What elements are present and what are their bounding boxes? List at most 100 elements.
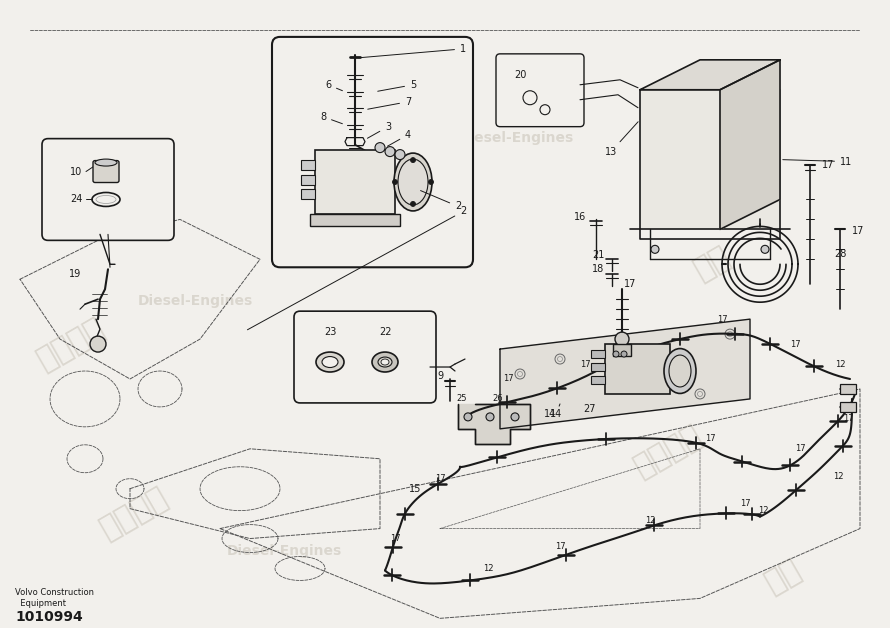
Text: 17: 17 bbox=[852, 226, 864, 236]
Text: 8: 8 bbox=[320, 112, 343, 124]
Text: 12: 12 bbox=[757, 506, 768, 515]
Text: 20: 20 bbox=[514, 70, 526, 80]
Ellipse shape bbox=[398, 159, 428, 205]
Text: 12: 12 bbox=[482, 564, 493, 573]
Ellipse shape bbox=[316, 352, 344, 372]
Text: 17: 17 bbox=[716, 315, 727, 323]
Text: 9: 9 bbox=[437, 371, 443, 381]
FancyBboxPatch shape bbox=[294, 311, 436, 403]
Text: 紫发动力: 紫发动力 bbox=[361, 157, 440, 219]
Bar bbox=[840, 384, 856, 394]
Text: 动力: 动力 bbox=[760, 555, 806, 598]
Text: 17: 17 bbox=[390, 534, 400, 543]
Circle shape bbox=[385, 146, 395, 156]
Text: 4: 4 bbox=[387, 129, 411, 146]
Text: 5: 5 bbox=[377, 80, 417, 91]
Text: 17: 17 bbox=[579, 359, 590, 369]
Text: 17: 17 bbox=[821, 160, 834, 170]
Text: 紫发动力: 紫发动力 bbox=[32, 313, 110, 376]
Text: 17: 17 bbox=[843, 414, 854, 423]
Text: 17: 17 bbox=[554, 542, 565, 551]
Circle shape bbox=[395, 149, 405, 160]
Text: 19: 19 bbox=[69, 269, 81, 279]
Circle shape bbox=[410, 202, 416, 207]
Text: 17: 17 bbox=[740, 499, 750, 508]
Text: 17: 17 bbox=[624, 279, 636, 290]
Ellipse shape bbox=[322, 357, 338, 367]
Circle shape bbox=[615, 332, 629, 346]
Text: 10: 10 bbox=[70, 166, 82, 176]
Text: 16: 16 bbox=[574, 212, 587, 222]
Text: 2: 2 bbox=[247, 207, 466, 330]
Text: 23: 23 bbox=[324, 327, 336, 337]
Circle shape bbox=[486, 413, 494, 421]
Text: 紫发动力: 紫发动力 bbox=[628, 420, 707, 482]
Text: 17: 17 bbox=[503, 374, 514, 384]
Text: 3: 3 bbox=[368, 122, 391, 138]
Bar bbox=[640, 90, 780, 229]
Ellipse shape bbox=[669, 355, 691, 387]
Text: 17: 17 bbox=[795, 444, 805, 453]
Text: 12: 12 bbox=[835, 359, 846, 369]
Polygon shape bbox=[640, 60, 780, 90]
Bar bbox=[613, 344, 631, 356]
Circle shape bbox=[621, 351, 627, 357]
Circle shape bbox=[410, 158, 416, 163]
FancyBboxPatch shape bbox=[272, 37, 473, 268]
Circle shape bbox=[375, 143, 385, 153]
Bar bbox=[301, 175, 315, 185]
Ellipse shape bbox=[381, 359, 389, 365]
FancyBboxPatch shape bbox=[93, 161, 119, 183]
Text: 6: 6 bbox=[325, 80, 343, 90]
Circle shape bbox=[90, 336, 106, 352]
Text: 7: 7 bbox=[368, 97, 411, 109]
Text: Volvo Construction
  Equipment: Volvo Construction Equipment bbox=[15, 588, 94, 608]
Ellipse shape bbox=[372, 352, 398, 372]
Bar bbox=[310, 214, 400, 226]
FancyBboxPatch shape bbox=[496, 54, 584, 127]
Circle shape bbox=[511, 413, 519, 421]
Text: 动力: 动力 bbox=[511, 386, 557, 429]
Polygon shape bbox=[720, 60, 780, 229]
Bar bbox=[591, 350, 605, 358]
Bar bbox=[591, 363, 605, 371]
Text: 26: 26 bbox=[493, 394, 504, 403]
Text: 动力: 动力 bbox=[689, 241, 735, 284]
Ellipse shape bbox=[394, 153, 432, 211]
Text: 11: 11 bbox=[783, 156, 853, 166]
Text: 紫发动力: 紫发动力 bbox=[94, 483, 173, 544]
Ellipse shape bbox=[95, 159, 117, 166]
Text: 2: 2 bbox=[421, 190, 461, 212]
Text: 22: 22 bbox=[379, 327, 392, 337]
Text: Diesel-Engines: Diesel-Engines bbox=[583, 356, 699, 371]
Text: 12: 12 bbox=[644, 516, 655, 525]
Text: 1010994: 1010994 bbox=[15, 610, 83, 624]
Circle shape bbox=[651, 246, 659, 253]
Text: 27: 27 bbox=[584, 404, 596, 414]
Bar bbox=[605, 344, 670, 394]
Text: 15: 15 bbox=[409, 484, 421, 494]
Circle shape bbox=[428, 180, 433, 185]
Circle shape bbox=[613, 351, 619, 357]
Text: Diesel-Engines: Diesel-Engines bbox=[138, 294, 254, 308]
Bar bbox=[315, 149, 395, 214]
Text: 17: 17 bbox=[789, 340, 800, 349]
Text: 13: 13 bbox=[605, 122, 638, 156]
Polygon shape bbox=[458, 404, 530, 444]
Text: 17: 17 bbox=[705, 435, 716, 443]
Text: 1: 1 bbox=[360, 44, 466, 58]
Bar bbox=[301, 190, 315, 200]
Text: 12: 12 bbox=[833, 472, 843, 481]
Text: Diesel-Engines: Diesel-Engines bbox=[458, 131, 574, 145]
Text: 17: 17 bbox=[434, 474, 445, 483]
Ellipse shape bbox=[664, 349, 696, 394]
Text: 14: 14 bbox=[544, 409, 556, 419]
Text: 21: 21 bbox=[592, 251, 604, 261]
Circle shape bbox=[464, 413, 472, 421]
Text: 14: 14 bbox=[550, 404, 562, 419]
Polygon shape bbox=[500, 319, 750, 429]
Text: 25: 25 bbox=[457, 394, 467, 403]
Circle shape bbox=[761, 246, 769, 253]
Text: 24: 24 bbox=[70, 195, 83, 205]
Text: 28: 28 bbox=[834, 249, 846, 259]
